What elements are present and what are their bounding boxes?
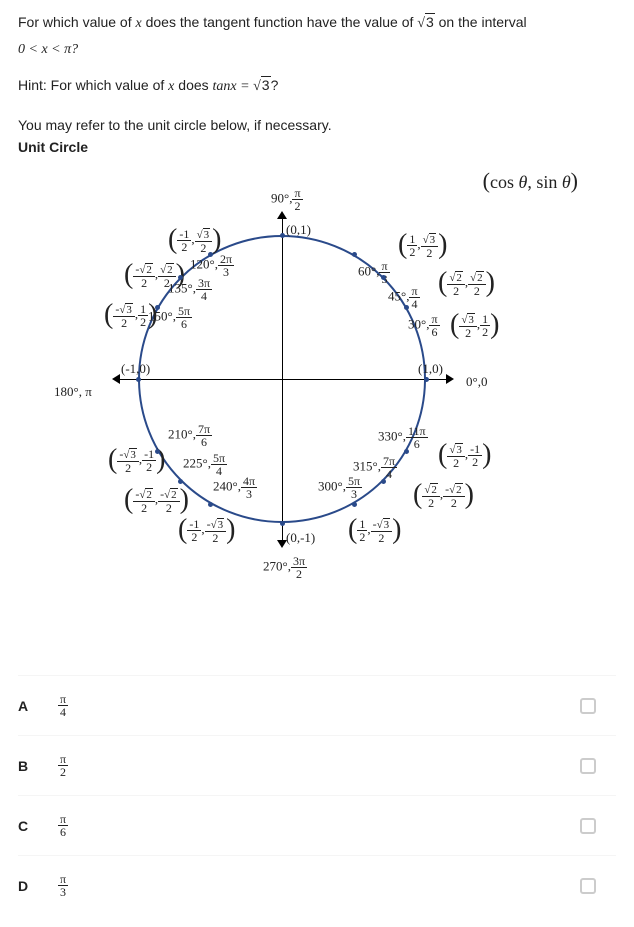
coord-label: (√32,-12) [438,435,491,476]
angle-90: 90°,π2 [271,187,303,212]
option-b-checkbox[interactable] [580,758,596,774]
pt-n1-0: (-1,0) [121,360,150,379]
q1-sqrt: √3 [417,12,434,34]
coord-label: (-√32,12) [104,295,157,336]
option-c-letter: C [18,816,58,836]
angle-label: 330°,11π6 [378,425,428,450]
point-dot [136,377,141,382]
option-b-letter: B [18,756,58,776]
refer-text: You may refer to the unit circle below, … [18,115,616,135]
option-a[interactable]: A π4 [18,675,616,735]
angle-0: 0°,0 [466,373,487,392]
option-c-value: π6 [58,813,118,838]
option-d-value: π3 [58,873,118,898]
question-line2: 0 < x < π? [18,40,616,60]
point-dot [208,502,213,507]
arrow-up-icon [277,211,287,219]
angle-label: 210°,7π6 [168,423,212,448]
coord-label: (√22,√22) [438,263,495,304]
q1a: For which value of [18,14,136,30]
y-axis [282,217,283,542]
angle-label: 225°,5π4 [183,452,227,477]
point-dot [178,479,183,484]
coord-label: (-√22,√22) [124,255,185,296]
point-dot [208,252,213,257]
point-dot [381,479,386,484]
option-c-checkbox[interactable] [580,818,596,834]
point-dot [280,233,285,238]
coord-label: (-√32,-12) [108,440,165,481]
option-c[interactable]: C π6 [18,795,616,855]
point-dot [178,275,183,280]
point-dot [155,305,160,310]
coord-label: (12,-√32) [348,510,401,551]
angle-270: 270°,3π2 [263,555,307,580]
q1c: on the interval [435,14,527,30]
option-a-value: π4 [58,693,118,718]
point-dot [424,377,429,382]
unit-circle-diagram: (cos θ, sin θ) 90°,π2 (0,1) 270°,3π2 (0,… [18,165,538,605]
option-d[interactable]: D π3 [18,855,616,915]
coord-label: (-12,-√32) [178,510,235,551]
question-line1: For which value of x does the tangent fu… [18,12,616,34]
option-d-letter: D [18,876,58,896]
x-axis [118,379,448,380]
option-a-checkbox[interactable] [580,698,596,714]
option-a-letter: A [18,696,58,716]
cos-sin-label: (cos θ, sin θ) [483,165,578,197]
pt-1-0: (1,0) [418,360,443,379]
angle-label: 30°,π6 [408,313,440,338]
option-b-value: π2 [58,753,118,778]
angle-label: 315°,7π4 [353,455,397,480]
option-d-checkbox[interactable] [580,878,596,894]
point-dot [352,252,357,257]
pt-0-1: (0,1) [286,221,311,240]
point-dot [155,449,160,454]
hint: Hint: For which value of x does tanx = √… [18,75,616,97]
angle-label: 60°,π3 [358,260,390,285]
point-dot [352,502,357,507]
coord-label: (√32,12) [450,305,499,346]
arrow-right-icon [446,374,454,384]
pt-0-n1: (0,-1) [286,529,315,548]
q1b: does the tangent function have the value… [142,14,418,30]
coord-label: (12,√32) [398,225,447,266]
answer-options: A π4 B π2 C π6 D π3 [18,675,616,915]
point-dot [280,521,285,526]
angle-label: 240°,4π3 [213,475,257,500]
coord-label: (√22,-√22) [413,475,474,516]
arrow-left-icon [112,374,120,384]
option-b[interactable]: B π2 [18,735,616,795]
point-dot [404,449,409,454]
angle-180: 180°, π [54,383,92,402]
unit-circle-title: Unit Circle [18,137,616,157]
